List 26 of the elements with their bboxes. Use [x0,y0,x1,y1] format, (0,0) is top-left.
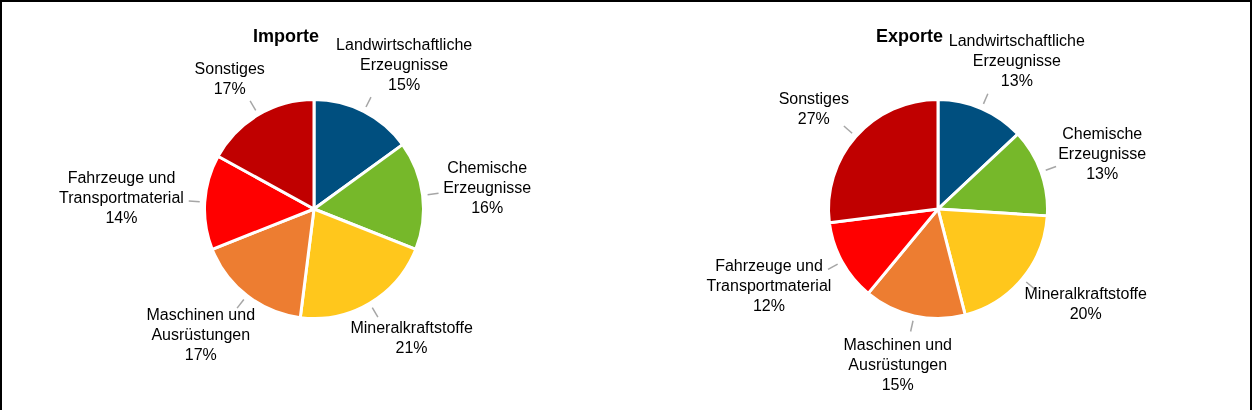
slice-label: Sonstiges [194,59,265,77]
data-label: 17% [213,79,246,97]
chart-title: Exporte [875,26,943,47]
slice-label: Mineralkraftstoffe [350,318,473,336]
slice-label: Maschinen und Ausrüstungen [843,336,952,374]
data-label: 12% [752,296,785,314]
data-label: 15% [881,376,914,394]
data-label: 20% [1069,305,1102,323]
slice-label: Mineralkraftstoffe [1024,285,1148,303]
data-label: 13% [1000,72,1033,90]
slice-label: Maschinen und Ausrüstungen [146,306,256,344]
slice-label: Chemische Erzeugnisse [1058,125,1147,163]
slice-label: Sonstiges [778,89,849,107]
data-label: 14% [105,209,138,227]
data-label: 13% [1086,165,1119,183]
data-label: 15% [388,76,421,94]
slice-label: Fahrzeuge und Transportmaterial [706,256,832,294]
data-label: 17% [184,346,217,364]
slice-label: Chemische Erzeugnisse [443,159,532,197]
chart-title: Importe [252,26,319,47]
data-label: 21% [395,338,428,356]
data-label: 27% [797,109,830,127]
slice-label: Fahrzeuge und Transportmaterial [59,169,184,207]
slice-label: Landwirtschaftliche Erzeugnisse [948,32,1085,70]
data-label: 16% [471,199,504,217]
slice-label: Landwirtschaftliche Erzeugnisse [336,36,473,74]
